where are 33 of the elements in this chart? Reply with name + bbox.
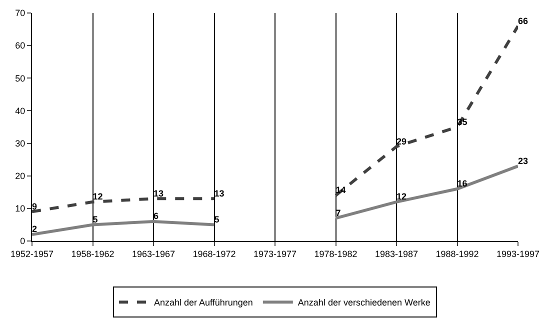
x-tick-label: 1983-1987: [374, 248, 418, 259]
x-tick-label: 1958-1962: [71, 248, 114, 259]
data-label: 7: [336, 208, 341, 218]
data-label: 13: [154, 188, 164, 198]
y-tick-label: 50: [15, 73, 26, 84]
y-tick-label: 20: [15, 171, 26, 182]
data-label: 2: [32, 224, 38, 234]
legend-label: Anzahl der verschiedenen Werke: [298, 298, 430, 308]
x-tick-label: 1952-1957: [10, 248, 54, 259]
y-tick-label: 60: [15, 40, 26, 51]
x-tick-label: 1973-1977: [253, 248, 297, 259]
data-label: 13: [214, 188, 224, 198]
y-tick-label: 10: [15, 204, 26, 214]
data-label: 16: [457, 178, 468, 189]
legend-label: Anzahl der Aufführungen: [154, 298, 253, 308]
x-tick-label: 1993-1997: [496, 248, 540, 259]
y-tick-label: 0: [20, 236, 26, 246]
data-label: 23: [518, 156, 528, 166]
data-label: 12: [92, 192, 103, 202]
data-label: 66: [518, 16, 528, 26]
data-label: 6: [154, 211, 159, 222]
x-tick-label: 1963-1967: [132, 248, 176, 259]
data-label: 29: [396, 136, 407, 146]
data-label: 12: [396, 192, 407, 202]
x-tick-label: 1968-1972: [192, 248, 236, 259]
x-tick-label: 1988-1992: [436, 248, 479, 259]
data-label: 5: [92, 214, 98, 224]
y-tick-label: 40: [15, 106, 26, 116]
data-label: 5: [214, 214, 220, 224]
y-tick-label: 70: [15, 8, 26, 18]
y-tick-label: 30: [15, 138, 26, 148]
data-label: 9: [32, 201, 38, 212]
x-tick-label: 1978-1982: [314, 248, 358, 259]
